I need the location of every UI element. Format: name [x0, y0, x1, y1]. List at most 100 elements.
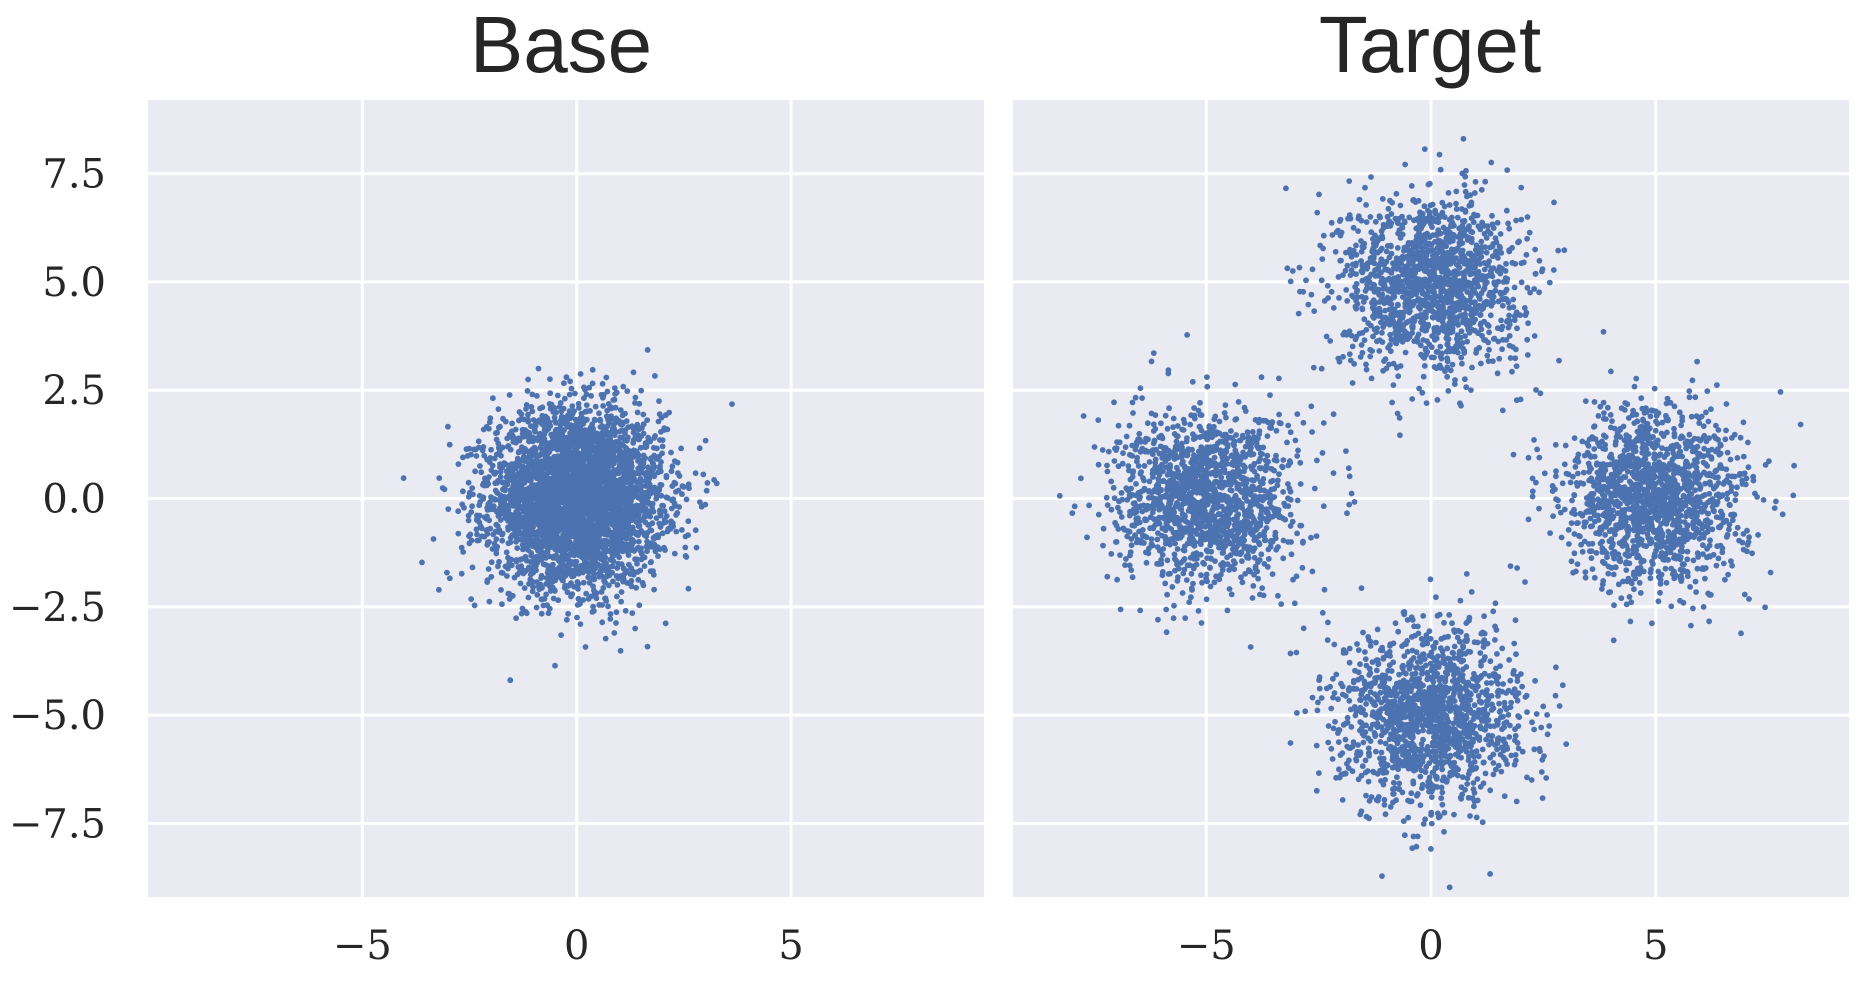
- base-scatter-point: [503, 549, 510, 556]
- base-scatter-point: [685, 532, 691, 538]
- target-scatter-point: [1374, 266, 1381, 272]
- base-scatter-point: [617, 494, 624, 501]
- base-scatter-point: [638, 457, 645, 464]
- base-scatter-point: [661, 508, 668, 515]
- base-scatter-point: [538, 572, 545, 579]
- target-scatter-point: [1429, 224, 1435, 231]
- target-scatter-point: [1521, 305, 1528, 311]
- base-scatter-point: [522, 427, 528, 433]
- base-scatter-point: [665, 495, 671, 501]
- target-scatter-point: [1511, 284, 1518, 291]
- base-scatter-point: [575, 400, 582, 407]
- base-scatter-point: [623, 506, 630, 513]
- base-scatter-point: [465, 517, 472, 524]
- target-scatter-point: [1358, 342, 1365, 348]
- target-scatter-point: [1503, 287, 1510, 294]
- base-scatter-point: [506, 477, 513, 483]
- base-scatter-point: [491, 496, 498, 502]
- base-scatter-point: [671, 458, 678, 464]
- base-scatter-point: [507, 434, 514, 440]
- base-scatter-point: [618, 589, 625, 595]
- base-scatter-point: [697, 499, 703, 505]
- target-scatter-point: [1439, 199, 1446, 206]
- base-scatter-point: [546, 401, 553, 407]
- base-scatter-point: [521, 585, 528, 591]
- target-scatter-point: [1486, 329, 1492, 336]
- target-scatter-point: [1460, 135, 1467, 142]
- base-x-tick-label: 0: [564, 923, 589, 969]
- target-scatter-point: [1355, 228, 1361, 235]
- target-scatter-point: [1402, 349, 1409, 356]
- base-scatter-point: [532, 462, 539, 468]
- target-scatter-point: [1522, 312, 1529, 319]
- base-scatter-point: [644, 530, 651, 536]
- base-scatter-point: [613, 470, 619, 477]
- base-scatter-point: [692, 470, 699, 476]
- base-scatter-point: [640, 582, 647, 589]
- base-scatter-point: [572, 547, 579, 554]
- target-scatter-point: [1367, 353, 1374, 360]
- base-scatter-point: [551, 511, 558, 518]
- base-scatter-point: [526, 463, 533, 470]
- target-scatter-point: [1481, 266, 1488, 273]
- base-scatter-point: [459, 501, 466, 508]
- base-scatter-point: [608, 545, 615, 552]
- base-scatter-point: [581, 469, 588, 475]
- base-scatter-point: [499, 479, 506, 486]
- base-scatter-point: [522, 553, 529, 560]
- base-scatter-point: [703, 487, 710, 494]
- base-scatter-point: [647, 568, 654, 575]
- base-scatter-point: [573, 466, 579, 472]
- base-scatter-point: [625, 447, 632, 454]
- base-scatter-point: [550, 595, 557, 602]
- target-scatter-point: [1502, 268, 1509, 274]
- base-scatter-point: [543, 538, 550, 545]
- base-scatter-point: [589, 428, 595, 435]
- base-scatter-point: [460, 549, 467, 555]
- target-scatter-point: [1513, 217, 1519, 224]
- base-scatter-point: [549, 445, 556, 452]
- base-scatter-point: [507, 677, 514, 684]
- base-scatter-point: [634, 409, 641, 416]
- target-scatter-point: [1314, 209, 1321, 216]
- base-scatter-point: [486, 598, 493, 605]
- base-scatter-point: [582, 644, 589, 650]
- target-scatter-point: [1352, 284, 1358, 290]
- base-scatter-point: [513, 532, 520, 538]
- base-scatter-point: [622, 607, 629, 614]
- base-scatter-point: [474, 516, 481, 523]
- base-scatter-point: [499, 444, 506, 451]
- base-scatter-point: [587, 521, 594, 528]
- base-scatter-point: [561, 551, 568, 558]
- base-scatter-point: [511, 463, 518, 469]
- base-scatter-point: [600, 486, 606, 493]
- base-scatter-point: [683, 496, 690, 503]
- base-scatter-point: [577, 491, 584, 497]
- base-scatter-point: [469, 485, 476, 491]
- base-scatter-point: [499, 464, 506, 471]
- base-scatter-point: [527, 490, 534, 497]
- base-scatter-point: [574, 614, 580, 621]
- base-scatter-point: [538, 544, 545, 551]
- base-scatter-point: [529, 391, 536, 398]
- target-scatter-point: [1481, 230, 1488, 237]
- base-scatter-point: [632, 556, 638, 563]
- base-scatter-point: [520, 530, 527, 537]
- base-scatter-point: [603, 413, 610, 420]
- target-scatter-point: [1526, 229, 1533, 236]
- base-scatter-point: [657, 468, 664, 475]
- base-scatter-point: [609, 563, 616, 569]
- base-scatter-point: [616, 573, 623, 580]
- base-scatter-point: [602, 595, 609, 602]
- base-x-ticks: −5 0 5: [333, 923, 804, 969]
- base-scatter-point: [642, 513, 649, 520]
- base-scatter-point: [466, 540, 473, 547]
- base-scatter-point: [492, 545, 499, 552]
- base-scatter-point: [515, 435, 522, 442]
- base-scatter-point: [641, 563, 648, 569]
- base-scatter-point: [656, 398, 662, 404]
- base-scatter-point: [464, 453, 471, 459]
- base-y-tick-label: 7.5: [42, 152, 106, 198]
- target-scatter-point: [1368, 375, 1375, 382]
- base-scatter-point: [581, 384, 587, 391]
